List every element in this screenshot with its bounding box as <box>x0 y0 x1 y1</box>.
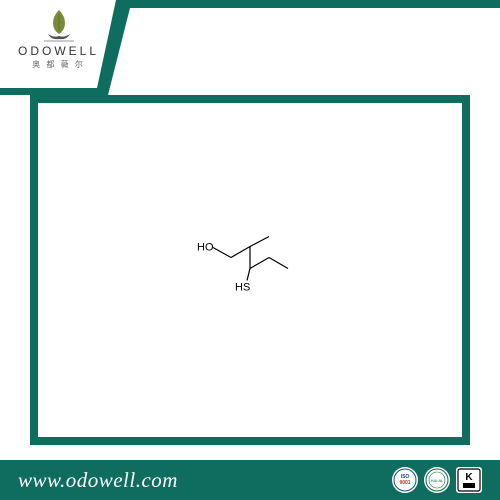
halal-badge: HALAL <box>424 467 450 493</box>
iso-badge: ISO 9001 <box>392 467 418 493</box>
svg-text:K: K <box>465 472 473 483</box>
svg-text:HALAL: HALAL <box>431 478 444 483</box>
brand-logo: ODOWELL 奥 都 薇 尔 <box>18 8 99 70</box>
brand-name: ODOWELL <box>18 44 99 58</box>
leaf-icon <box>40 8 78 42</box>
certification-badges: ISO 9001 HALAL K <box>392 467 482 493</box>
footer-bar: www.odowell.com ISO 9001 HALAL K <box>0 460 500 500</box>
thiol-label: HS <box>235 282 250 294</box>
website-url[interactable]: www.odowell.com <box>18 468 178 493</box>
bond-lines <box>213 237 288 281</box>
hydroxyl-label: HO <box>197 242 214 254</box>
brand-subtitle: 奥 都 薇 尔 <box>18 59 99 70</box>
content-frame: HO HS <box>30 95 470 445</box>
kosher-badge: K <box>456 467 482 493</box>
svg-text:9001: 9001 <box>399 480 410 486</box>
chemical-structure: HO HS <box>195 233 305 308</box>
